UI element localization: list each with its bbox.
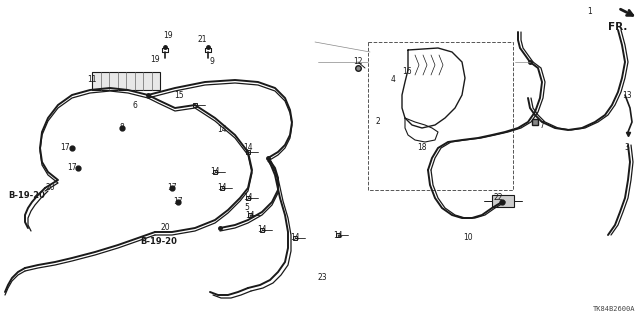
Text: 20: 20 (45, 183, 55, 193)
Text: 14: 14 (257, 226, 267, 235)
Text: 10: 10 (463, 234, 473, 243)
Text: 6: 6 (132, 100, 138, 109)
Text: B-19-20: B-19-20 (140, 237, 177, 246)
Text: 14: 14 (245, 211, 255, 220)
Text: 1: 1 (588, 7, 593, 17)
Text: 20: 20 (160, 223, 170, 233)
Text: 14: 14 (290, 234, 300, 243)
Text: 11: 11 (87, 76, 97, 84)
Text: 21: 21 (197, 36, 207, 44)
Text: 14: 14 (210, 167, 220, 177)
Text: 14: 14 (217, 125, 227, 134)
Text: 7: 7 (540, 121, 545, 130)
Text: 16: 16 (402, 68, 412, 76)
Text: 19: 19 (150, 55, 160, 65)
Text: 17: 17 (173, 197, 183, 206)
Text: 14: 14 (333, 230, 343, 239)
Bar (368, 42, 513, 190)
Text: 13: 13 (622, 91, 632, 100)
Text: 4: 4 (390, 76, 396, 84)
Text: 14: 14 (243, 143, 253, 153)
Text: 2: 2 (376, 117, 380, 126)
Text: TK84B2600A: TK84B2600A (593, 306, 635, 312)
Text: 15: 15 (174, 91, 184, 100)
Text: 17: 17 (67, 164, 77, 172)
Text: B-19-20: B-19-20 (8, 190, 45, 199)
Text: 18: 18 (417, 143, 427, 153)
Text: 14: 14 (243, 194, 253, 203)
Text: 9: 9 (209, 58, 214, 67)
Text: 19: 19 (163, 30, 173, 39)
Bar (492, 195, 514, 207)
Text: 8: 8 (120, 124, 124, 132)
Text: 12: 12 (353, 58, 363, 67)
Text: 5: 5 (244, 204, 250, 212)
Text: 17: 17 (60, 143, 70, 153)
Text: 22: 22 (493, 194, 503, 203)
Text: 17: 17 (167, 183, 177, 193)
Text: FR.: FR. (608, 22, 627, 32)
Text: 3: 3 (625, 143, 629, 153)
Bar (92, 72, 160, 90)
Text: 23: 23 (317, 274, 327, 283)
Text: 14: 14 (217, 183, 227, 193)
